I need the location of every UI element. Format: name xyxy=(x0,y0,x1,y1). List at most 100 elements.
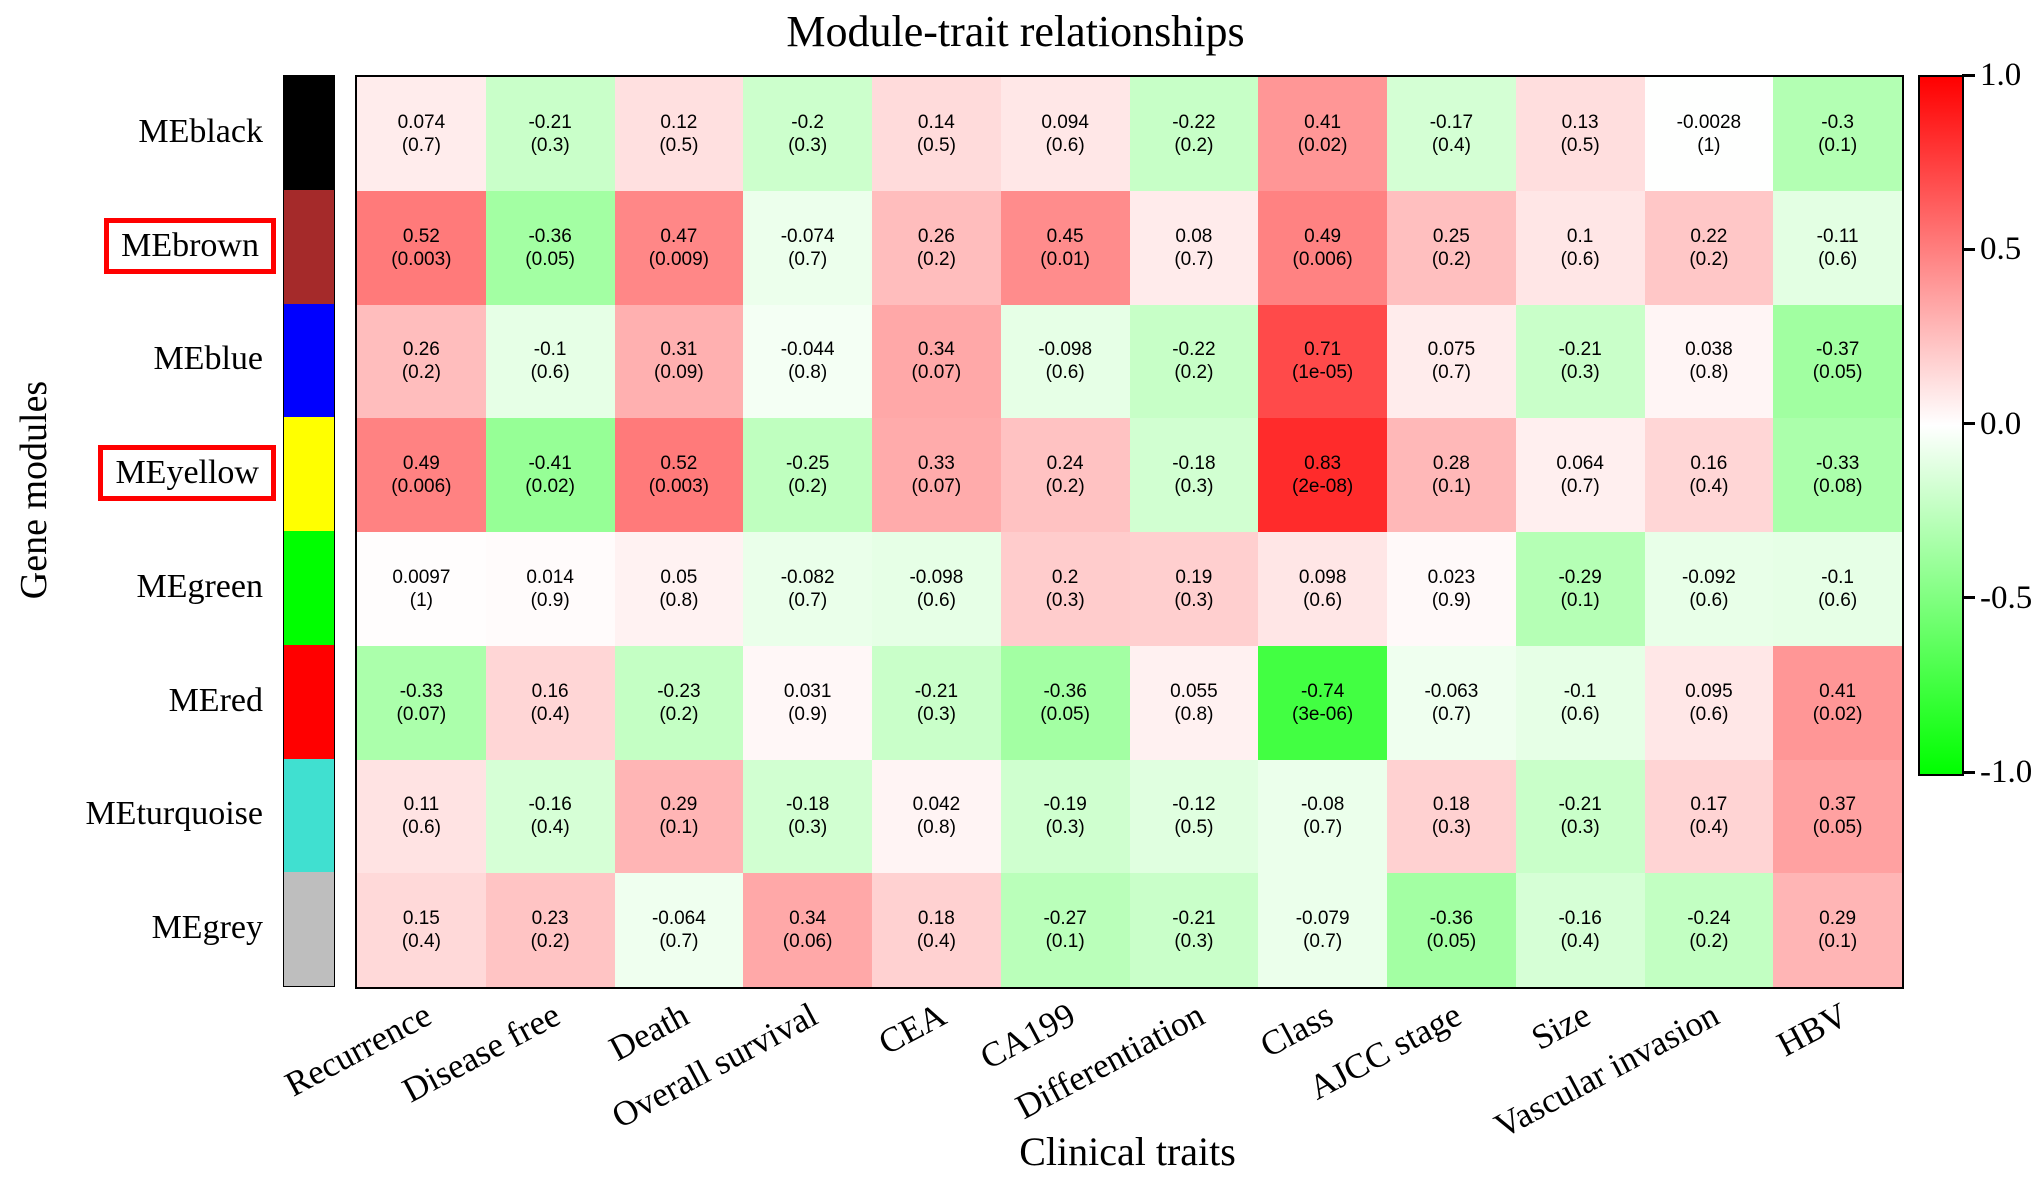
cell-pvalue: (0.8) xyxy=(1174,703,1214,725)
colorbar-gradient xyxy=(1918,75,1964,776)
cell-pvalue: (0.09) xyxy=(654,362,704,384)
heatmap-cell: -0.098 (0.6) xyxy=(872,532,1001,646)
module-labels: MEblack MEbrown MEblue MEyellow MEgreen MEred… xyxy=(0,75,276,985)
heatmap-cell: -0.2 (0.3) xyxy=(743,77,872,191)
cell-correlation: 0.24 xyxy=(1046,453,1084,475)
cell-pvalue: (0.4) xyxy=(1689,476,1729,498)
heatmap-cell: -0.16 (0.4) xyxy=(1515,873,1645,987)
cell-pvalue: (0.6) xyxy=(1689,703,1729,725)
cell-pvalue: (0.2) xyxy=(530,931,570,953)
cell-pvalue: (0.7) xyxy=(659,931,699,953)
cell-correlation: 0.29 xyxy=(1819,908,1857,930)
heatmap-cell: -0.064 (0.7) xyxy=(614,873,744,987)
cell-correlation: -0.21 xyxy=(1558,339,1602,361)
cell-correlation: -0.21 xyxy=(1558,794,1602,816)
cell-correlation: -0.18 xyxy=(785,794,830,816)
module-label-row: MEturquoise xyxy=(0,758,276,872)
cell-correlation: 0.11 xyxy=(403,794,440,816)
heatmap-cell: -0.33 (0.08) xyxy=(1773,418,1902,532)
heatmap-cell: -0.18 (0.3) xyxy=(1129,418,1259,532)
heatmap-cell: -0.21 (0.3) xyxy=(1515,759,1645,874)
cell-correlation: -0.19 xyxy=(1043,794,1087,816)
cell-pvalue: (0.3) xyxy=(1174,589,1214,611)
cell-correlation: 0.1 xyxy=(1566,225,1594,247)
module-label-row: MEblue xyxy=(0,303,276,417)
cell-pvalue: (0.07) xyxy=(911,362,962,384)
heatmap-cell: -0.29 (0.1) xyxy=(1515,532,1645,646)
cell-pvalue: (0.3) xyxy=(1174,476,1214,498)
cell-pvalue: (1) xyxy=(1697,134,1721,156)
cell-correlation: -0.1 xyxy=(1821,566,1854,588)
cell-correlation: 0.49 xyxy=(402,453,440,475)
cell-correlation: 0.29 xyxy=(660,794,698,816)
cell-correlation: -0.08 xyxy=(1300,794,1345,816)
cell-pvalue: (0.7) xyxy=(788,589,828,611)
cell-correlation: 0.038 xyxy=(1685,339,1733,361)
heatmap-cell: 0.0097 (1) xyxy=(357,532,486,646)
cell-pvalue: (0.02) xyxy=(1297,134,1348,156)
heatmap-cell: -0.22 (0.2) xyxy=(1129,77,1259,191)
heatmap-cell: 0.83 (2e-08) xyxy=(1258,418,1387,532)
heatmap-cell: 0.16 (0.4) xyxy=(1644,418,1774,532)
heatmap-cell: 0.05 (0.8) xyxy=(614,532,744,646)
heatmap-cell: -0.11 (0.6) xyxy=(1773,190,1902,305)
cell-correlation: -0.22 xyxy=(1172,111,1216,133)
cell-correlation: 0.13 xyxy=(1561,111,1599,133)
cell-pvalue: (0.01) xyxy=(1040,248,1090,270)
colorbar-tick-label: 0.0 xyxy=(1980,405,2022,442)
heatmap-cell: 0.038 (0.8) xyxy=(1644,304,1774,419)
heatmap-cell: 0.2 (0.3) xyxy=(1000,532,1130,646)
cell-pvalue: (0.2) xyxy=(1174,362,1214,384)
cell-pvalue: (0.4) xyxy=(530,703,570,725)
cell-correlation: -0.12 xyxy=(1172,794,1216,816)
cell-pvalue: (0.3) xyxy=(1431,817,1471,839)
cell-correlation: 0.031 xyxy=(783,680,832,702)
module-label-row: MEred xyxy=(0,644,276,758)
cell-pvalue: (0.1) xyxy=(659,817,699,839)
cell-correlation: 0.37 xyxy=(1819,794,1857,816)
module-color-swatch xyxy=(284,872,334,986)
heatmap-cell: -0.36 (0.05) xyxy=(1387,873,1516,987)
cell-pvalue: (0.3) xyxy=(916,703,956,725)
cell-correlation: 0.075 xyxy=(1427,339,1476,361)
cell-correlation: 0.83 xyxy=(1304,453,1342,475)
cell-correlation: 0.16 xyxy=(1690,453,1728,475)
cell-correlation: 0.52 xyxy=(402,225,440,247)
heatmap-cell: -0.21 (0.3) xyxy=(872,645,1001,760)
heatmap-cell: -0.08 (0.7) xyxy=(1258,759,1387,874)
cell-pvalue: (0.6) xyxy=(1560,703,1600,725)
cell-correlation: -0.21 xyxy=(528,111,572,133)
cell-correlation: -0.23 xyxy=(657,680,701,702)
cell-correlation: -0.074 xyxy=(780,225,835,247)
cell-pvalue: (0.8) xyxy=(916,817,956,839)
cell-correlation: -0.21 xyxy=(914,680,959,702)
cell-pvalue: (0.003) xyxy=(391,248,452,270)
heatmap-cell: 0.22 (0.2) xyxy=(1644,190,1774,305)
cell-pvalue: (0.6) xyxy=(401,817,441,839)
cell-pvalue: (0.6) xyxy=(1303,589,1343,611)
colorbar-tick-mark xyxy=(1962,770,1975,774)
cell-pvalue: (0.5) xyxy=(1174,817,1214,839)
heatmap-cell: 0.098 (0.6) xyxy=(1258,532,1387,646)
cell-correlation: -0.082 xyxy=(780,566,835,588)
module-label-row: MEbrown xyxy=(0,189,276,303)
cell-pvalue: (0.8) xyxy=(659,589,699,611)
heatmap-cell: 0.095 (0.6) xyxy=(1644,645,1774,760)
cell-correlation: 0.33 xyxy=(917,453,955,475)
cell-pvalue: (0.6) xyxy=(1045,362,1085,384)
cell-correlation: -0.29 xyxy=(1558,566,1602,588)
heatmap-cell: 0.49 (0.006) xyxy=(1258,190,1387,305)
cell-pvalue: (2e-08) xyxy=(1292,476,1354,498)
heatmap-cell: -0.3 (0.1) xyxy=(1773,77,1902,191)
cell-pvalue: (1) xyxy=(409,589,433,611)
cell-pvalue: (0.3) xyxy=(1560,362,1600,384)
heatmap-cell: -0.25 (0.2) xyxy=(743,418,872,532)
cell-pvalue: (3e-06) xyxy=(1292,703,1354,725)
module-label-row: MEgreen xyxy=(0,530,276,644)
cell-correlation: -0.36 xyxy=(528,225,572,247)
cell-pvalue: (0.7) xyxy=(401,134,441,156)
module-label-mebrown: MEbrown xyxy=(104,217,276,274)
cell-pvalue: (0.3) xyxy=(1045,817,1085,839)
heatmap-cell: -0.092 (0.6) xyxy=(1644,532,1774,646)
module-label-row: MEgrey xyxy=(0,871,276,985)
